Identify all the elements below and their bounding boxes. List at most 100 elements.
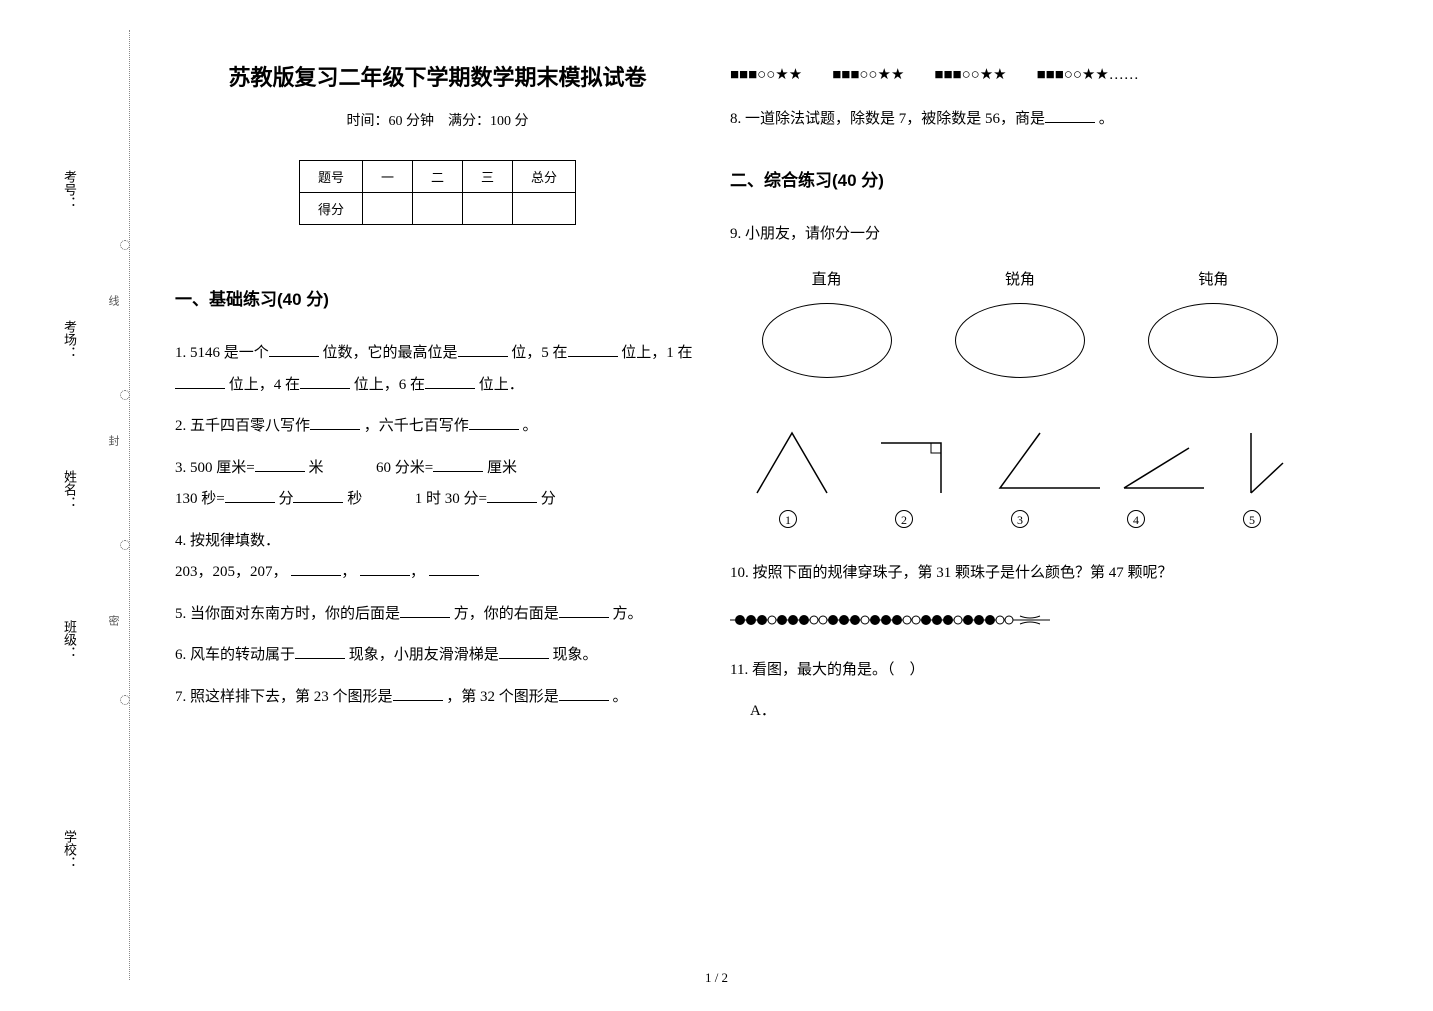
q-text: 5. 当你面对东南方时，你的后面是	[175, 606, 400, 622]
blank[interactable]	[360, 560, 410, 576]
binding-circle	[120, 695, 130, 705]
page-number: 1 / 2	[705, 970, 728, 986]
angle-label-right: 直角	[730, 268, 923, 289]
q-text: 现象。	[553, 647, 598, 663]
q-text: 位数，它的最高位是	[323, 345, 458, 361]
question-7: 7. 照这样排下去，第 23 个图形是 ，第 32 个图形是 。	[175, 682, 700, 714]
question-4: 4. 按规律填数． 203，205，207， ， ，	[175, 526, 700, 589]
exam-title: 苏教版复习二年级下学期数学期末模拟试卷	[175, 60, 700, 92]
blank[interactable]	[295, 643, 345, 659]
q-text: 203，205，207，	[175, 564, 288, 580]
q-text: ，六千七百写作	[364, 418, 469, 434]
q-text: 6. 风车的转动属于	[175, 647, 295, 663]
binding-edge	[90, 30, 130, 980]
q-text: 厘米	[487, 460, 517, 476]
blank[interactable]	[269, 341, 319, 357]
blank[interactable]	[559, 685, 609, 701]
shape-numbers: 1 2 3 4 5	[730, 510, 1310, 528]
q-text: 。	[523, 418, 538, 434]
q-text: 位上，6 在	[354, 377, 425, 393]
blank[interactable]	[300, 373, 350, 389]
exam-subtitle: 时间：60 分钟 满分：100 分	[175, 110, 700, 130]
question-8: 8. 一道除法试题，除数是 7，被除数是 56，商是 。	[730, 104, 1310, 136]
score-cell[interactable]	[513, 193, 576, 225]
blank[interactable]	[458, 341, 508, 357]
q-text: 。	[613, 689, 628, 705]
blank[interactable]	[1045, 107, 1095, 123]
blank[interactable]	[425, 373, 475, 389]
question-6: 6. 风车的转动属于 现象，小朋友滑滑梯是 现象。	[175, 640, 700, 672]
answer-oval[interactable]	[762, 303, 892, 378]
binding-circle	[120, 390, 130, 400]
binding-label-name: 姓名：	[60, 470, 79, 509]
blank[interactable]	[499, 643, 549, 659]
angle-shape-4	[1119, 428, 1209, 498]
q-text: 3. 500 厘米=	[175, 460, 255, 476]
score-col-header: 二	[412, 161, 462, 193]
q-text: 方，你的右面是	[454, 606, 559, 622]
q-text: 分	[278, 491, 293, 507]
section1-header: 一、基础练习(40 分)	[175, 285, 700, 310]
score-cell[interactable]	[362, 193, 412, 225]
score-cell[interactable]	[412, 193, 462, 225]
answer-oval[interactable]	[1148, 303, 1278, 378]
blank[interactable]	[225, 487, 275, 503]
q-text: 8. 一道除法试题，除数是 7，被除数是 56，商是	[730, 111, 1045, 127]
binding-marker-seal: 封	[105, 435, 121, 454]
blank[interactable]	[175, 373, 225, 389]
score-col-header: 总分	[513, 161, 576, 193]
q-text: 位上．	[479, 377, 524, 393]
blank[interactable]	[393, 685, 443, 701]
binding-circle	[120, 540, 130, 550]
q-text: 现象，小朋友滑滑梯是	[349, 647, 499, 663]
question-2: 2. 五千四百零八写作 ，六千七百写作 。	[175, 411, 700, 443]
blank[interactable]	[291, 560, 341, 576]
score-cell[interactable]	[463, 193, 513, 225]
binding-label-school: 学校：	[60, 830, 79, 869]
q-text: 60 分米=	[376, 460, 433, 476]
section2-header: 二、综合练习(40 分)	[730, 166, 1310, 191]
blank[interactable]	[469, 414, 519, 430]
q-text: 。	[1099, 111, 1114, 127]
blank[interactable]	[568, 341, 618, 357]
q-text: 米	[308, 460, 323, 476]
circled-number: 2	[895, 510, 913, 528]
q-text: 1 时 30 分=	[415, 491, 487, 507]
angle-shape-5	[1243, 428, 1293, 498]
binding-label-room: 考场：	[60, 320, 79, 359]
blank[interactable]	[433, 456, 483, 472]
blank[interactable]	[293, 487, 343, 503]
score-table: 题号 一 二 三 总分 得分	[299, 160, 576, 225]
blank[interactable]	[487, 487, 537, 503]
answer-oval[interactable]	[955, 303, 1085, 378]
q-text: 位，5 在	[511, 345, 567, 361]
angle-shape-1	[747, 428, 837, 498]
score-row-label: 得分	[299, 193, 362, 225]
angle-shapes	[730, 418, 1310, 498]
q-text: 分	[541, 491, 556, 507]
blank[interactable]	[429, 560, 479, 576]
question-11-option-a[interactable]: A．	[750, 696, 1310, 728]
q-text: 1. 5146 是一个	[175, 345, 269, 361]
q-text: ，	[410, 564, 425, 580]
circled-number: 5	[1243, 510, 1261, 528]
score-col-header: 三	[463, 161, 513, 193]
q-text: 方。	[613, 606, 643, 622]
angle-classification: 直角 锐角 钝角	[730, 268, 1310, 378]
left-column: 苏教版复习二年级下学期数学期末模拟试卷 时间：60 分钟 满分：100 分 题号…	[160, 60, 715, 738]
pattern-row: ■■■○○★★ ■■■○○★★ ■■■○○★★ ■■■○○★★……	[730, 60, 1310, 90]
blank[interactable]	[559, 602, 609, 618]
blank[interactable]	[400, 602, 450, 618]
circled-number: 1	[779, 510, 797, 528]
q-text: 130 秒=	[175, 491, 225, 507]
question-9: 9. 小朋友，请你分一分	[730, 219, 1310, 251]
right-column: ■■■○○★★ ■■■○○★★ ■■■○○★★ ■■■○○★★…… 8. 一道除…	[715, 60, 1325, 738]
q-text: 位上，4 在	[229, 377, 300, 393]
blank[interactable]	[310, 414, 360, 430]
question-1: 1. 5146 是一个 位数，它的最高位是 位，5 在 位上，1 在 位上，4 …	[175, 338, 700, 401]
q-text: ，第 32 个图形是	[446, 689, 559, 705]
q-text: 7. 照这样排下去，第 23 个图形是	[175, 689, 393, 705]
blank[interactable]	[255, 456, 305, 472]
q-text: 秒	[347, 491, 362, 507]
binding-marker-secret: 密	[105, 615, 121, 634]
